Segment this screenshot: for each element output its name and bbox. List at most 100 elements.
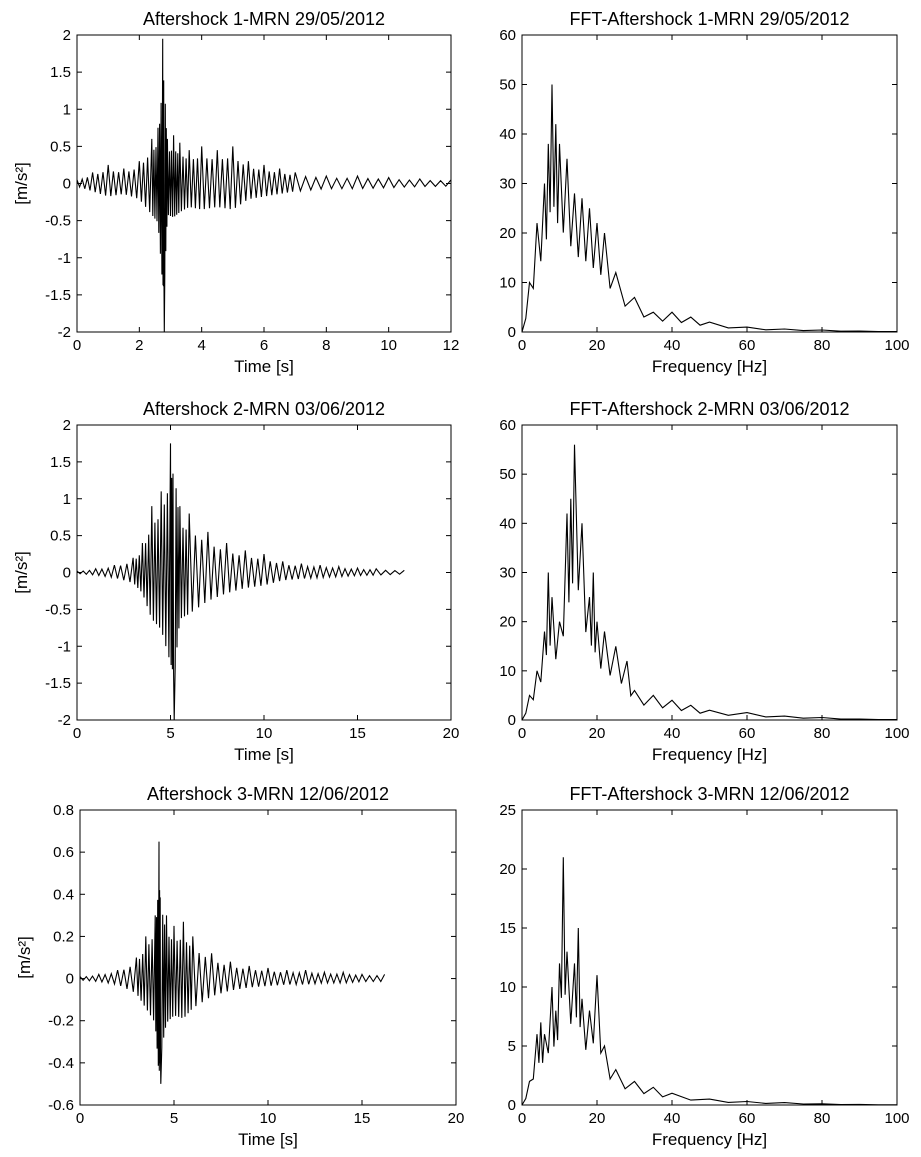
x-tick-label: 20 xyxy=(589,725,606,742)
y-tick-label: 0 xyxy=(63,176,71,193)
x-tick-label: 20 xyxy=(448,1110,465,1127)
x-tick-label: 15 xyxy=(354,1110,371,1127)
y-tick-label: 0 xyxy=(66,971,74,988)
x-axis-label: Time [s] xyxy=(238,1130,298,1149)
y-tick-label: 10 xyxy=(499,979,516,996)
chart-title: FFT-Aftershock 2-MRN 03/06/2012 xyxy=(569,399,849,419)
y-tick-label: 10 xyxy=(499,275,516,292)
y-tick-label: 20 xyxy=(499,861,516,878)
x-tick-label: 0 xyxy=(518,337,526,354)
y-tick-label: 0.8 xyxy=(53,802,74,819)
y-tick-label: 0.2 xyxy=(53,928,74,945)
y-axis-label: [m/s²] xyxy=(12,162,31,205)
x-tick-label: 5 xyxy=(166,725,174,742)
y-tick-label: 25 xyxy=(499,802,516,819)
series-line-1 xyxy=(521,84,898,333)
x-tick-label: 8 xyxy=(322,337,330,354)
x-tick-label: 12 xyxy=(443,337,460,354)
x-tick-label: 0 xyxy=(518,1110,526,1127)
y-tick-label: 0 xyxy=(63,565,71,582)
x-tick-label: 80 xyxy=(814,725,831,742)
y-tick-label: 0 xyxy=(508,324,516,341)
series-line-1 xyxy=(79,841,386,1084)
x-tick-label: 60 xyxy=(739,725,756,742)
y-tick-label: 0.6 xyxy=(53,844,74,861)
y-tick-label: 60 xyxy=(499,417,516,434)
y-tick-label: -0.4 xyxy=(48,1055,74,1072)
y-tick-label: 50 xyxy=(499,466,516,483)
y-tick-label: 30 xyxy=(499,565,516,582)
y-tick-label: 40 xyxy=(499,515,516,532)
series-line-1 xyxy=(521,857,897,1106)
x-tick-label: 100 xyxy=(884,1110,909,1127)
y-tick-label: 15 xyxy=(499,920,516,937)
y-tick-label: -0.6 xyxy=(48,1097,74,1114)
y-tick-label: 0 xyxy=(508,712,516,729)
y-tick-label: 50 xyxy=(499,77,516,94)
y-axis-label: [m/s²] xyxy=(15,936,34,979)
y-tick-label: 20 xyxy=(499,225,516,242)
x-axis-label: Time [s] xyxy=(234,357,294,376)
chart-panel-6: FFT-Aftershock 3-MRN 12/06/2012 0 20 40 60 80… xyxy=(499,784,909,1149)
plot-frame xyxy=(521,809,898,1106)
series-line-1 xyxy=(76,38,452,333)
y-tick-label: 0 xyxy=(508,1097,516,1114)
x-tick-label: 6 xyxy=(260,337,268,354)
y-tick-label: -1 xyxy=(58,638,71,655)
chart-title: FFT-Aftershock 1-MRN 29/05/2012 xyxy=(569,9,849,29)
y-axis-label: [m/s²] xyxy=(12,551,31,594)
x-tick-label: 10 xyxy=(256,725,273,742)
x-tick-label: 20 xyxy=(443,725,460,742)
x-tick-label: 2 xyxy=(135,337,143,354)
y-tick-label: 2 xyxy=(63,417,71,434)
y-tick-label: -2 xyxy=(58,324,71,341)
x-tick-label: 0 xyxy=(73,337,81,354)
chart-title: Aftershock 1-MRN 29/05/2012 xyxy=(143,9,385,29)
y-tick-label: 5 xyxy=(508,1038,516,1055)
y-tick-label: -1 xyxy=(58,250,71,267)
x-tick-label: 40 xyxy=(664,725,681,742)
x-tick-label: 80 xyxy=(814,337,831,354)
y-tick-label: 60 xyxy=(499,27,516,44)
y-tick-label: -1.5 xyxy=(45,675,71,692)
y-tick-label: 0.5 xyxy=(50,528,71,545)
x-tick-label: 40 xyxy=(664,337,681,354)
x-tick-label: 80 xyxy=(814,1110,831,1127)
plot-frame xyxy=(76,424,452,721)
x-tick-label: 0 xyxy=(518,725,526,742)
chart-title: FFT-Aftershock 3-MRN 12/06/2012 xyxy=(569,784,849,804)
chart-panel-4: FFT-Aftershock 2-MRN 03/06/2012 0 20 40 60 80… xyxy=(499,399,909,764)
chart-panel-2: FFT-Aftershock 1-MRN 29/05/2012 0 20 40 60 80… xyxy=(499,9,909,376)
x-tick-label: 0 xyxy=(76,1110,84,1127)
x-tick-label: 15 xyxy=(349,725,366,742)
x-tick-label: 100 xyxy=(884,337,909,354)
x-axis-label: Time [s] xyxy=(234,745,294,764)
y-tick-label: 40 xyxy=(499,126,516,143)
x-tick-label: 5 xyxy=(170,1110,178,1127)
y-tick-label: 1.5 xyxy=(50,64,71,81)
y-tick-label: -2 xyxy=(58,712,71,729)
y-tick-label: -0.5 xyxy=(45,213,71,230)
x-tick-label: 100 xyxy=(884,725,909,742)
y-tick-label: 1 xyxy=(63,101,71,118)
x-axis-label: Frequency [Hz] xyxy=(652,1130,767,1149)
y-tick-label: 0.5 xyxy=(50,138,71,155)
chart-title: Aftershock 3-MRN 12/06/2012 xyxy=(147,784,389,804)
plot-frame xyxy=(521,34,898,333)
series-line-1 xyxy=(76,443,405,721)
chart-panel-5: Aftershock 3-MRN 12/06/2012 0 5 10 15 20 -0.6 -… xyxy=(15,784,464,1149)
x-tick-label: 60 xyxy=(739,1110,756,1127)
y-tick-label: 1.5 xyxy=(50,454,71,471)
x-axis-label: Frequency [Hz] xyxy=(652,745,767,764)
y-tick-label: 20 xyxy=(499,614,516,631)
y-tick-label: -0.5 xyxy=(45,601,71,618)
y-tick-label: 0.4 xyxy=(53,886,74,903)
x-tick-label: 60 xyxy=(739,337,756,354)
x-tick-label: 20 xyxy=(589,337,606,354)
x-tick-label: 10 xyxy=(260,1110,277,1127)
series-line-1 xyxy=(521,444,898,721)
x-tick-label: 10 xyxy=(380,337,397,354)
